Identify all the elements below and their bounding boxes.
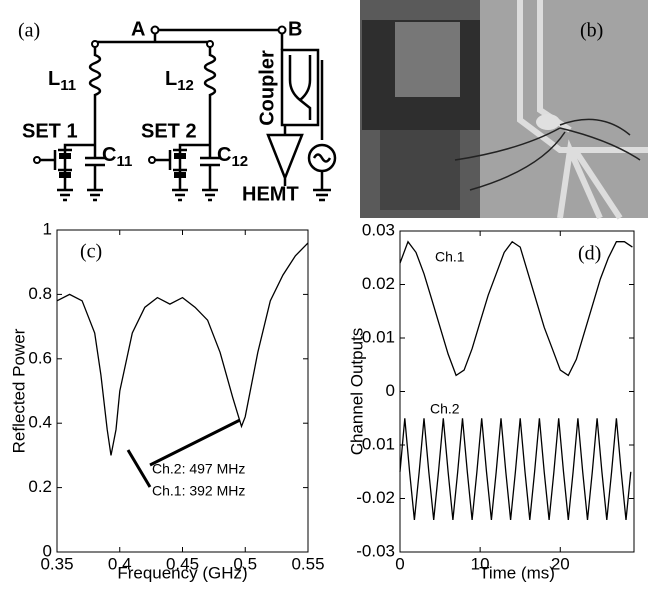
inductor-label: L12 [165,68,194,94]
coupler-lines [288,55,324,140]
annotation-pointer [126,449,152,488]
node [91,40,99,48]
panel-label: (d) [578,243,601,265]
x-tick-label: 0.55 [291,554,324,573]
node-label: A [131,18,145,40]
x-tick-label: 0 [395,554,404,573]
y-tick-label: 0.02 [362,274,395,293]
annotation: Ch.1: 392 MHz [152,483,245,499]
x-tick-label: 0.5 [233,554,257,573]
x-tick-label: 0.35 [40,554,73,573]
junction [174,172,186,178]
amplifier [266,125,304,186]
x-tick-label: 20 [551,554,570,573]
circuit-diagram: (a) A B L11 L12 SET 1 SET 2 C11 C12 Coup… [18,18,337,205]
letter: L [165,68,177,90]
coupler-label: Coupler [256,50,278,126]
x-tick-label: 0.45 [166,554,199,573]
capacitor-label: C11 [102,144,132,170]
inductor [88,47,102,145]
panel-label: (c) [80,241,102,263]
x-axis-label: Time (ms) [479,563,555,582]
data-line [399,240,633,377]
source-ground [312,153,332,202]
coupler-box [280,48,320,127]
bond-pads [517,0,648,220]
inductor [203,47,217,145]
junction [174,153,186,159]
node [277,25,287,35]
index: 11 [116,153,132,170]
series-label: Ch.1 [435,249,465,265]
gate [148,156,156,164]
wires [454,118,641,191]
y-tick-label: -0.01 [356,434,395,453]
panel-label: (a) [18,20,40,42]
y-tick-label: 0 [386,381,395,400]
annotation-pointer [149,418,241,467]
y-tick-label: 0 [43,541,52,560]
junction [59,172,71,178]
series-label: Ch.2 [430,401,460,417]
y-tick-label: -0.03 [356,541,395,560]
set-circuit [155,143,220,202]
index: 11 [60,77,76,94]
x-tick-label: 10 [471,554,490,573]
photo: (b) [360,0,648,220]
data-line [56,242,309,456]
inductor-label: L11 [48,68,76,94]
letter: C [102,144,116,166]
axes-box [56,229,309,553]
gate [33,156,41,164]
annotation: Ch.2: 497 MHz [152,461,245,477]
y-tick-label: -0.02 [356,488,395,507]
capacitor-label: C12 [217,144,248,170]
set-label: SET 2 [141,120,197,142]
data-line [399,418,632,520]
pad [536,114,560,130]
wire [95,28,284,50]
y-tick-label: 0.6 [28,348,52,367]
x-tick-label: 0.4 [108,554,132,573]
set-label: SET 1 [22,120,78,142]
y-axis-label: Reflected Power [9,328,28,453]
node [206,40,214,48]
letter: C [217,144,231,166]
chip-component [380,130,460,210]
coil [395,22,460,97]
panel-label: (b) [580,20,603,42]
index: 12 [177,77,194,94]
y-tick-label: 0.03 [362,220,395,239]
node [150,25,160,35]
node-label: B [288,18,302,40]
y-tick-label: 1 [43,219,52,238]
junction [59,153,71,159]
letter: L [48,68,60,90]
x-axis-label: Frequency (GHz) [117,563,247,582]
y-axis-label: Channel Outputs [347,328,366,456]
amplifier-label: HEMT [242,183,299,205]
y-tick-label: 0.4 [28,413,52,432]
y-tick-label: 0.01 [362,327,395,346]
charts: 0.35 0.4 0.45 0.5 0.55 0 0.2 0.4 0.6 0.8 1 Frequenc… [9,219,635,582]
y-tick-label: 0.2 [28,477,52,496]
set-circuit [40,143,105,202]
index: 12 [231,153,248,170]
y-tick-label: 0.8 [28,284,52,303]
